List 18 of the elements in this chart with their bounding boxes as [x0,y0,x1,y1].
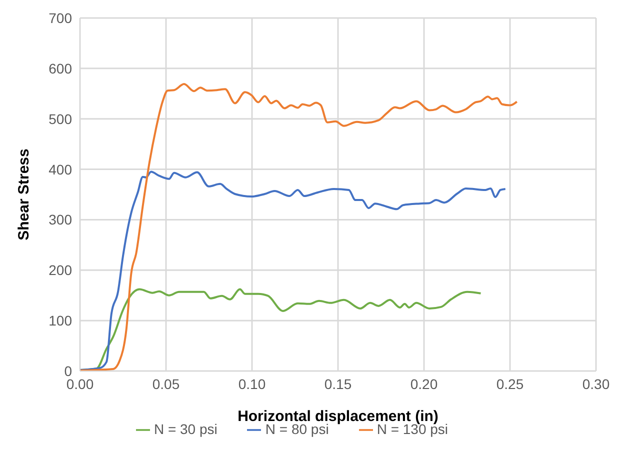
y-tick-label: 500 [48,110,72,127]
x-tick-label: 0.30 [582,376,610,392]
y-tick-label: 600 [48,60,72,76]
y-tick-label: 400 [48,161,72,178]
x-tick-label: 0.05 [152,376,180,392]
y-axis-title: Shear Stress [15,148,32,240]
y-tick-label: 300 [48,212,72,228]
y-tick-label: 700 [48,10,72,26]
x-tick-label: 0.20 [410,376,438,392]
line-series [80,170,506,371]
legend-label: N = 30 psi [154,421,218,437]
y-tick-label: 200 [48,262,72,278]
legend-label: N = 80 psi [265,421,329,437]
x-tick-label: 0.10 [238,376,266,392]
x-tick-label: 0.25 [496,376,524,392]
x-tick-label: 0.15 [324,376,352,392]
line-series [80,83,518,371]
y-tick-label: 100 [48,312,72,329]
